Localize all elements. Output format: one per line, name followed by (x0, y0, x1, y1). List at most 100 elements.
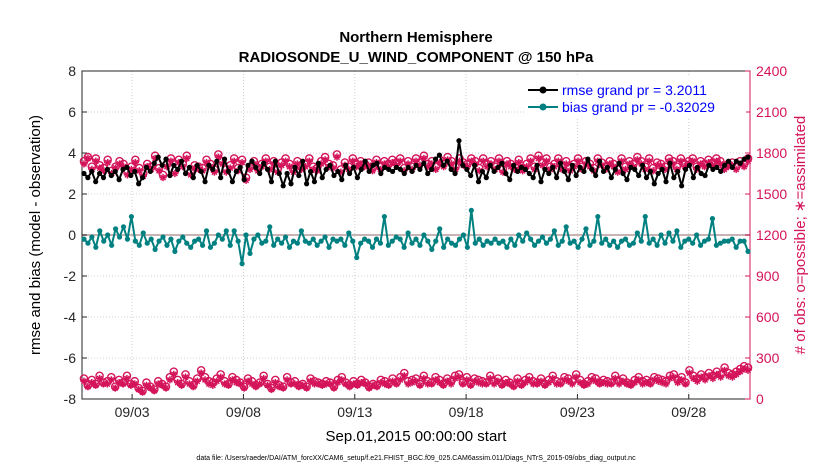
obs-assimilated-point (562, 160, 570, 168)
bias-point (567, 240, 573, 246)
y-right-tick-label: 2100 (756, 104, 787, 120)
rmse-point (288, 181, 294, 187)
bias-point (535, 238, 542, 244)
rmse-point (362, 158, 368, 164)
bias-point (741, 238, 747, 244)
bias-point (690, 240, 696, 246)
rmse-point (733, 158, 739, 164)
bias-point (199, 242, 206, 248)
rmse-point (745, 154, 751, 160)
bias-point (448, 240, 455, 246)
obs-assimilated-point (534, 154, 543, 163)
obs-assimilated-point (523, 163, 531, 171)
obs-assimilated-point (607, 380, 615, 388)
rmse-point (655, 170, 661, 177)
rmse-point (397, 166, 403, 172)
obs-assimilated-point (721, 366, 729, 374)
rmse-point (89, 168, 95, 175)
rmse-point (589, 166, 595, 172)
y-left-tick-label: 4 (68, 145, 76, 161)
legend-rmse-label: rmse grand pr = 3.2011 (562, 82, 707, 98)
obs-assimilated-point (321, 156, 329, 164)
rmse-point (315, 160, 321, 166)
rmse-point (386, 166, 392, 172)
obs-assimilated-point (674, 379, 682, 387)
bias-point (539, 234, 546, 240)
bias-point (674, 228, 680, 234)
rmse-point (175, 166, 181, 172)
bias-point (618, 238, 625, 244)
rmse-point (206, 162, 212, 168)
bias-point (603, 236, 609, 242)
bias-point (354, 254, 360, 261)
bias-point (207, 244, 214, 250)
obs-assimilated-point (142, 381, 151, 389)
bias-point (223, 228, 229, 234)
bias-point (678, 244, 684, 250)
obs-assimilated-point (267, 385, 276, 394)
obs-assimilated-point (662, 380, 670, 388)
rmse-point (171, 162, 177, 168)
bias-point (385, 242, 391, 248)
rmse-point (737, 160, 743, 166)
legend: rmse grand pr = 3.2011 bias grand pr = -… (524, 76, 746, 118)
obs-assimilated-point (252, 383, 260, 391)
bias-point (267, 224, 273, 230)
obs-assimilated-point (568, 380, 576, 388)
obs-assimilated-point (115, 160, 124, 168)
obs-assimilated-point (443, 377, 451, 385)
obs-assimilated-point (498, 381, 506, 389)
obs-assimilated-point (238, 158, 246, 167)
rmse-point (128, 172, 134, 179)
obs-assimilated-point (224, 381, 233, 389)
rmse-point (393, 164, 400, 170)
rmse-point (132, 168, 138, 175)
rmse-point (339, 177, 345, 183)
obs-assimilated-point (713, 370, 721, 378)
rmse-point (163, 156, 169, 162)
obs-assimilated-point (155, 167, 163, 175)
obs-assimilated-point (138, 388, 147, 396)
bias-point (551, 228, 557, 234)
obs-assimilated-point (490, 380, 498, 388)
bias-point (611, 238, 617, 244)
bias-point (326, 244, 332, 250)
rmse-point (725, 158, 732, 164)
obs-assimilated-point (503, 160, 511, 168)
y-left-tick-label: -6 (64, 350, 77, 366)
obs-assimilated-point (432, 165, 440, 173)
obs-assimilated-point (217, 373, 225, 381)
obs-assimilated-point (183, 154, 191, 163)
obs-assimilated-point (174, 379, 182, 387)
x-tick-label: 09/13 (337, 404, 372, 420)
bias-point (504, 244, 510, 250)
rmse-point (331, 172, 337, 179)
bias-point (322, 234, 328, 240)
bias-point (543, 240, 550, 246)
rmse-point (636, 172, 642, 179)
rmse-point (511, 162, 517, 168)
rmse-point (565, 177, 571, 183)
rmse-point (593, 172, 599, 179)
obs-assimilated-point (88, 379, 96, 387)
obs-assimilated-point (123, 374, 131, 383)
rmse-point (104, 166, 110, 172)
y-right-tick-label: 600 (756, 309, 780, 325)
obs-assimilated-point (467, 381, 475, 389)
y-left-tick-label: -2 (64, 268, 77, 284)
obs-assimilated-point (681, 380, 690, 388)
rmse-point (378, 170, 384, 177)
data-file-footnote: data file: /Users/raeder/DAI/ATM_forcXX/… (196, 455, 636, 462)
bias-point (140, 230, 146, 236)
obs-assimilated-point (447, 380, 455, 388)
rmse-point (624, 177, 630, 183)
rmse-point (448, 166, 454, 172)
obs-assimilated-point (388, 158, 396, 167)
obs-assimilated-point (420, 374, 428, 383)
obs-assimilated-point (527, 157, 535, 165)
obs-assimilated-point (459, 380, 467, 388)
obs-assimilated-point (365, 384, 373, 392)
bias-point (634, 230, 640, 236)
chart-subtitle: RADIOSONDE_U_WIND_COMPONENT @ 150 hPa (239, 49, 594, 66)
bias-point (460, 232, 467, 238)
